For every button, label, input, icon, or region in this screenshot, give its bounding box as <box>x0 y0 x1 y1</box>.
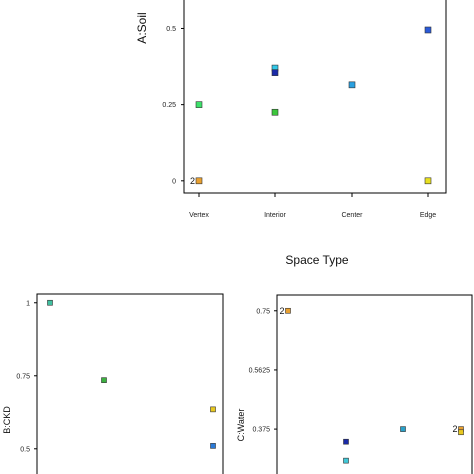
y-tick-label-b-ckd-1: 0.75 <box>16 373 30 380</box>
y-tick-label-c-water-0: 0.375 <box>252 427 270 434</box>
y-tick-label-b-ckd-0: 0.5 <box>20 446 30 453</box>
y-tick-label-a-soil-2: 0.5 <box>166 26 176 33</box>
chart-panel-ckd: 0.5 0.75 1 B:CKD <box>2 293 224 474</box>
point-a-soil-5 <box>348 81 356 89</box>
point-count-label-a-soil-1: 2 <box>190 176 195 186</box>
point-a-soil-0 <box>195 101 203 108</box>
point-a-soil-4 <box>271 108 279 116</box>
point-c-water-1 <box>343 438 349 445</box>
x-tick-label-1: Interior <box>264 212 286 219</box>
y-tick-label-c-water-1: 0.5625 <box>249 367 271 374</box>
point-c-water-3 <box>400 426 406 432</box>
point-c-water-0 <box>285 307 291 314</box>
x-axis-title: Space Type <box>285 253 348 267</box>
chart-panel-soil: 0 0.25 0.5 Vertex Interior Center Edge Space Ty… <box>135 0 447 267</box>
y-tick-label-b-ckd-2: 1 <box>26 300 30 307</box>
point-b-ckd-6 <box>210 443 216 449</box>
chart-panel-water: 0.375 0.5625 0.75 C:Water 2 2 <box>236 294 473 474</box>
y-tick-label-a-soil-1: 0.25 <box>162 102 176 109</box>
point-a-soil-7 <box>424 177 432 185</box>
plot-frame-b-ckd <box>36 293 224 474</box>
point-a-soil-6 <box>424 26 432 34</box>
point-a-soil-3 <box>271 69 279 76</box>
y-axis-title-c-water: C:Water <box>236 409 246 442</box>
point-count-label-c-water-4: 2 <box>452 424 457 434</box>
x-tick-label-2: Center <box>341 212 363 219</box>
y-tick-label-a-soil-0: 0 <box>172 178 176 185</box>
point-b-ckd-5 <box>210 406 216 413</box>
y-axis-title-b-ckd: B:CKD <box>2 406 12 434</box>
point-a-soil-1 <box>195 177 203 185</box>
x-tick-label-0: Vertex <box>189 212 209 219</box>
y-tick-label-c-water-2: 0.75 <box>256 308 270 315</box>
point-b-ckd-1 <box>101 377 107 383</box>
point-c-water-5 <box>458 429 464 436</box>
point-count-label-c-water-0: 2 <box>279 306 284 316</box>
point-b-ckd-0 <box>47 299 53 306</box>
plot-frame-c-water <box>276 294 473 474</box>
y-axis-title-a-soil: A:Soil <box>135 12 149 43</box>
x-tick-label-3: Edge <box>420 212 436 219</box>
point-c-water-2 <box>343 457 349 464</box>
plot-frame-a-soil <box>183 0 447 194</box>
